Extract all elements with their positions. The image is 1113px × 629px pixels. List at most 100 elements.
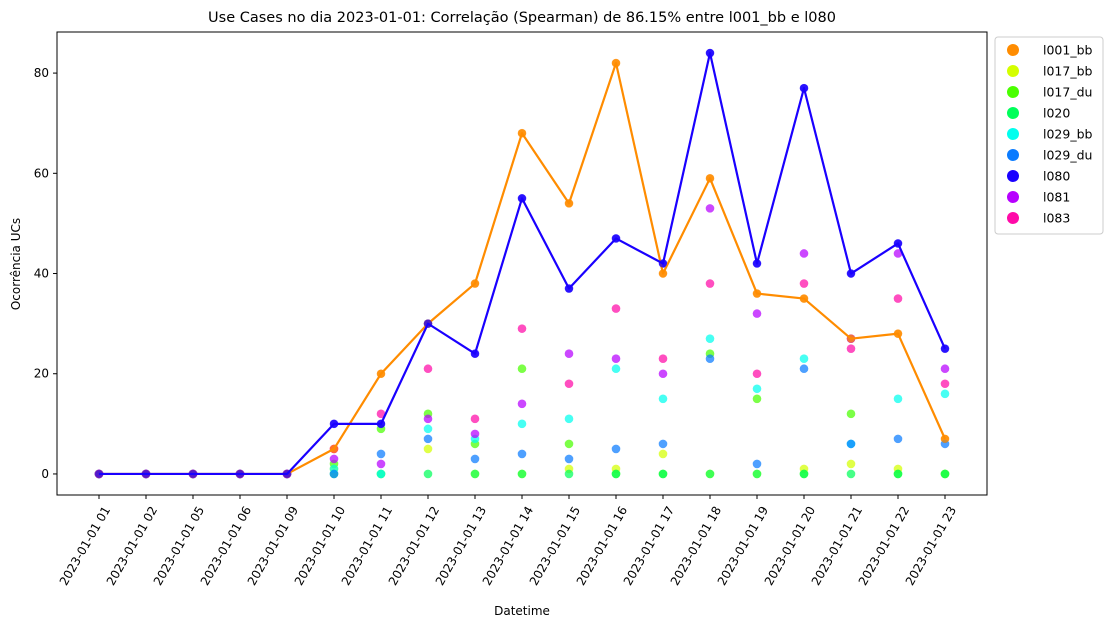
- point-l083-11: [611, 304, 621, 313]
- line-point-l001_bb-12: [659, 269, 667, 278]
- point-l083-8: [470, 414, 480, 424]
- point-l020-13: [705, 469, 715, 479]
- point-l029_bb-13: [705, 334, 715, 343]
- legend-marker-l020: [1007, 107, 1019, 119]
- point-l083-12: [658, 354, 668, 364]
- point-l029_bb-14: [752, 384, 762, 394]
- point-l081-15: [799, 249, 809, 258]
- point-l029_du-16: [846, 439, 856, 449]
- legend-label-l081: l081: [1043, 190, 1070, 205]
- line-point-l080-4: [283, 469, 291, 478]
- point-l083-16: [846, 344, 856, 353]
- y-tick-label-0: 0: [41, 467, 49, 481]
- x-tick-label-5: 2023-01-01 10: [292, 504, 349, 588]
- legend-box: [994, 36, 1104, 235]
- x-tick-label-16: 2023-01-01 21: [809, 504, 866, 588]
- series-line-l001_bb: [99, 61, 947, 476]
- legend-label-l080: l080: [1043, 169, 1070, 184]
- point-l029_du-14: [752, 459, 762, 469]
- point-l081-5: [329, 454, 339, 464]
- point-l029_du-15: [799, 364, 809, 374]
- y-axis: 0 20 40 60 80: [34, 66, 57, 481]
- x-tick-label-2: 2023-01-01 05: [151, 504, 208, 588]
- point-l083-9: [517, 324, 527, 333]
- point-l081-9: [517, 399, 527, 409]
- point-l017_bb-16: [846, 459, 856, 469]
- legend-marker-l081: [1007, 191, 1019, 203]
- point-l081-10: [564, 349, 574, 358]
- legend-marker-l029_bb: [1007, 128, 1019, 140]
- x-tick-label-13: 2023-01-01 18: [668, 504, 725, 588]
- y-tick-label-1: 20: [34, 367, 49, 381]
- point-l029_bb-10: [564, 414, 574, 424]
- line-point-l001_bb-18: [941, 434, 949, 443]
- point-l081-8: [470, 429, 480, 439]
- legend-label-l029_du: l029_du: [1043, 148, 1092, 163]
- y-tick-label-2: 40: [34, 267, 49, 281]
- line-point-l080-18: [941, 344, 949, 353]
- point-l029_du-11: [611, 444, 621, 454]
- line-point-l001_bb-8: [471, 279, 479, 288]
- point-l081-13: [705, 204, 715, 213]
- line-point-l001_bb-15: [800, 294, 808, 303]
- x-tick-label-15: 2023-01-01 20: [762, 504, 819, 588]
- point-l029_bb-9: [517, 419, 527, 429]
- point-l020-8: [470, 469, 480, 479]
- point-l029_du-9: [517, 449, 527, 459]
- legend-label-l083: l083: [1043, 211, 1070, 226]
- point-l020-10: [564, 469, 574, 479]
- legend-label-l029_bb: l029_bb: [1043, 127, 1093, 142]
- point-l029_du-7: [423, 434, 433, 444]
- y-tick-label-3: 60: [34, 166, 49, 180]
- point-l083-6: [376, 409, 386, 419]
- point-l029_du-6: [376, 449, 386, 459]
- legend-label-l001_bb: l001_bb: [1043, 43, 1093, 58]
- legend-marker-l083: [1007, 212, 1019, 224]
- point-l029_du-13: [705, 354, 715, 364]
- point-l083-17: [893, 294, 903, 303]
- x-tick-label-14: 2023-01-01 19: [715, 504, 772, 588]
- point-l029_bb-17: [893, 394, 903, 404]
- line-point-l080-3: [236, 469, 244, 478]
- x-tick-label-3: 2023-01-01 06: [198, 504, 255, 588]
- legend-marker-l080: [1007, 170, 1019, 182]
- line-point-l080-5: [330, 419, 338, 428]
- point-l017_du-9: [517, 364, 527, 374]
- point-l020-7: [423, 469, 433, 479]
- point-l020-11: [611, 469, 621, 479]
- point-l029_bb-15: [799, 354, 809, 364]
- point-l029_du-5: [329, 469, 339, 479]
- line-point-l080-13: [706, 49, 714, 58]
- legend-label-l017_bb: l017_bb: [1043, 64, 1093, 79]
- legend: l001_bb l017_bb l017_du l020 l029_bb l029_dul…: [994, 36, 1104, 235]
- line-point-l001_bb-5: [330, 444, 338, 453]
- legend-label-l017_du: l017_du: [1043, 85, 1092, 100]
- point-l081-7: [423, 414, 433, 424]
- line-point-l080-16: [847, 269, 855, 278]
- line-point-l080-1: [142, 469, 150, 478]
- point-l081-18: [940, 364, 950, 374]
- point-l029_du-10: [564, 454, 574, 464]
- point-l020-18: [940, 469, 950, 479]
- y-tick-label-4: 80: [34, 66, 49, 80]
- x-tick-label-9: 2023-01-01 14: [480, 504, 537, 588]
- line-point-l001_bb-10: [565, 199, 573, 208]
- point-l083-14: [752, 369, 762, 379]
- y-axis-label: Ocorrência UCs: [9, 218, 23, 310]
- line-point-l080-10: [565, 284, 573, 293]
- point-l081-6: [376, 459, 386, 469]
- legend-label-l020: l020: [1043, 106, 1070, 121]
- point-l029_bb-7: [423, 424, 433, 434]
- x-tick-label-7: 2023-01-01 12: [386, 504, 443, 588]
- point-l017_bb-12: [658, 449, 668, 459]
- point-l020-17: [893, 469, 903, 479]
- legend-marker-l017_du: [1007, 86, 1019, 98]
- legend-marker-l029_du: [1007, 149, 1019, 161]
- point-l017_du-10: [564, 439, 574, 449]
- line-point-l080-2: [189, 469, 197, 478]
- legend-marker-l017_bb: [1007, 65, 1019, 77]
- point-l029_du-8: [470, 454, 480, 464]
